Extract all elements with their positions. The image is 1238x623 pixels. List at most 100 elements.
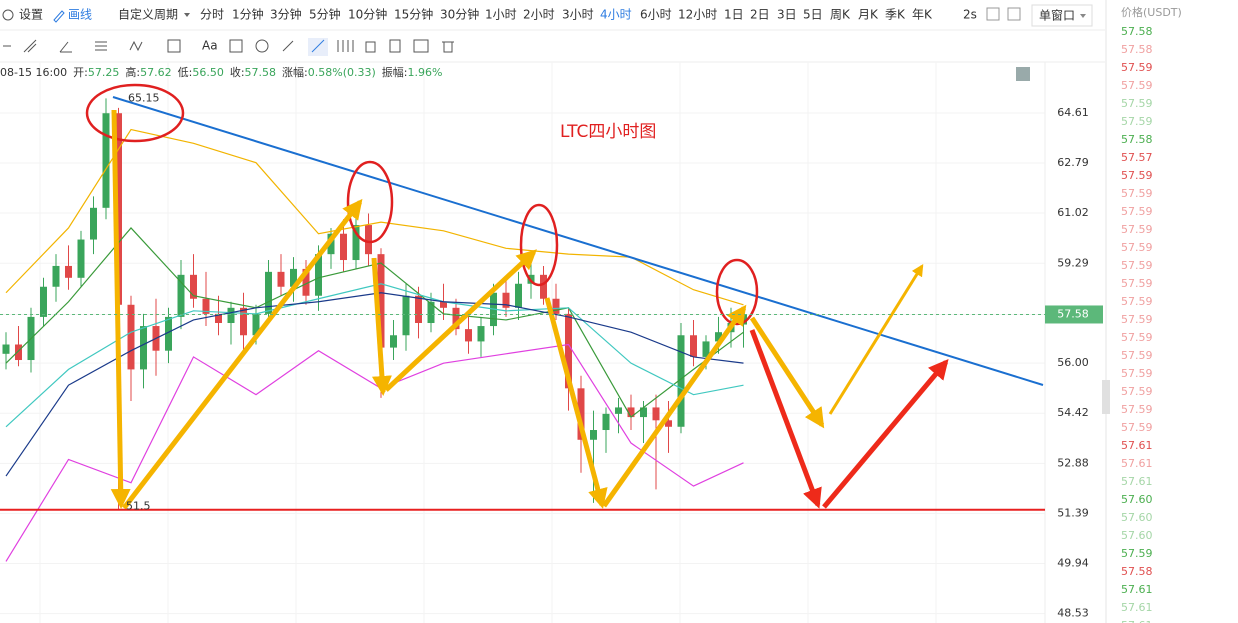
period-button[interactable]: 2日 xyxy=(750,8,770,22)
high-marker-label: 65.15 xyxy=(128,91,160,104)
period-button[interactable]: 12小时 xyxy=(678,8,717,22)
tool[interactable] xyxy=(95,41,107,51)
info-label: 振幅: xyxy=(382,65,408,79)
trade-price: 57.59 xyxy=(1121,79,1153,92)
tool[interactable] xyxy=(23,39,37,53)
period-button[interactable]: 3分钟 xyxy=(270,7,302,22)
y-tick-label: 52.88 xyxy=(1057,456,1089,469)
period-button[interactable]: 年K xyxy=(912,8,933,22)
period-button[interactable]: 10分钟 xyxy=(348,7,387,22)
arrow xyxy=(601,304,747,508)
arrow xyxy=(828,263,924,415)
period-button[interactable]: 3小时 xyxy=(562,8,594,22)
settings-button[interactable]: 设置 xyxy=(19,8,43,22)
drawing-tools xyxy=(3,38,454,56)
candle-body xyxy=(77,239,85,278)
y-tick-label: 56.00 xyxy=(1057,356,1089,369)
period-button[interactable]: 4小时 xyxy=(600,8,632,22)
trade-price: 57.60 xyxy=(1121,529,1153,542)
info-value: 56.50 xyxy=(192,66,224,79)
candle-body xyxy=(465,329,472,342)
candle-body xyxy=(302,268,310,296)
period-button[interactable]: 2小时 xyxy=(523,8,555,22)
tool[interactable] xyxy=(282,40,294,52)
candle-body xyxy=(127,304,135,370)
period-button[interactable]: 1小时 xyxy=(485,8,517,22)
refresh-label[interactable]: 2s xyxy=(963,8,977,22)
tool[interactable] xyxy=(59,41,72,53)
trade-price: 57.61 xyxy=(1121,601,1153,614)
candle-body xyxy=(590,430,597,440)
candle-body xyxy=(365,225,372,255)
period-button[interactable]: 15分钟 xyxy=(394,7,433,22)
circle-mark xyxy=(85,83,185,143)
tool[interactable] xyxy=(365,41,376,53)
trade-price: 57.60 xyxy=(1121,511,1153,524)
annotations xyxy=(85,83,1044,510)
trade-price: 57.59 xyxy=(1121,295,1153,308)
tool[interactable] xyxy=(413,39,429,53)
candle-body xyxy=(565,313,572,389)
period-button[interactable]: 30分钟 xyxy=(440,7,479,22)
window-label[interactable]: 单窗口 xyxy=(1039,9,1075,23)
panel-handle[interactable] xyxy=(1102,380,1110,414)
tool[interactable] xyxy=(255,39,269,53)
candle-body xyxy=(115,113,122,305)
text-tool[interactable]: Aa xyxy=(202,39,218,53)
trade-price: 57.57 xyxy=(1121,151,1153,164)
candle-body xyxy=(677,335,685,427)
indicator-line xyxy=(5,283,744,428)
candle-body xyxy=(140,326,147,370)
candle-body xyxy=(440,301,447,308)
candle-body xyxy=(477,326,485,342)
period-button[interactable]: 1分钟 xyxy=(232,7,264,22)
period-button[interactable]: 6小时 xyxy=(640,8,672,22)
trend-line xyxy=(112,96,1044,386)
settings-icon[interactable] xyxy=(2,9,14,21)
candle-body xyxy=(52,265,60,287)
candle-body xyxy=(340,233,347,261)
window-select[interactable] xyxy=(1031,4,1093,27)
tool[interactable] xyxy=(337,40,354,52)
period-button[interactable]: 分时 xyxy=(200,8,224,22)
trade-price: 57.59 xyxy=(1121,313,1153,326)
y-tick-label: 61.02 xyxy=(1057,206,1089,219)
period-button[interactable]: 周K xyxy=(830,8,851,22)
period-button[interactable]: 月K xyxy=(858,8,879,22)
tool[interactable] xyxy=(129,40,143,52)
custom-period[interactable]: 自定义周期 xyxy=(118,7,178,22)
tool[interactable] xyxy=(311,39,325,53)
draw-icon[interactable] xyxy=(53,10,65,23)
period-button[interactable]: 1日 xyxy=(724,8,744,22)
chart-menu-icon[interactable] xyxy=(1016,67,1030,81)
candle-body xyxy=(702,341,710,357)
candle-body xyxy=(515,283,522,308)
y-tick-label: 51.39 xyxy=(1057,506,1089,519)
tool[interactable] xyxy=(389,39,401,53)
last-price-tag xyxy=(1045,305,1103,324)
arrow xyxy=(544,297,608,509)
arrow xyxy=(822,358,949,509)
window-icon[interactable] xyxy=(1007,7,1021,21)
arrow xyxy=(110,109,131,509)
draw-button[interactable]: 画线 xyxy=(68,8,92,22)
tool[interactable] xyxy=(167,39,181,53)
period-button[interactable]: 5日 xyxy=(803,8,823,22)
candle-body xyxy=(627,407,635,418)
candle-body xyxy=(352,225,360,261)
period-button[interactable]: 3日 xyxy=(777,8,797,22)
candle-body xyxy=(40,286,47,317)
tool-active[interactable] xyxy=(308,38,328,56)
fullscreen-icon[interactable] xyxy=(986,7,1000,21)
tool[interactable] xyxy=(229,39,243,53)
info-label: 高: xyxy=(125,65,140,79)
candle-body xyxy=(240,307,247,336)
top-toolbar xyxy=(0,0,1105,30)
trade-price: 57.61 xyxy=(1121,619,1153,623)
period-button[interactable]: 5分钟 xyxy=(309,7,341,22)
trade-price: 57.59 xyxy=(1121,187,1153,200)
candle-body xyxy=(615,407,622,414)
period-button[interactable]: 季K xyxy=(885,8,906,22)
tool[interactable] xyxy=(442,41,454,53)
candle-body xyxy=(602,413,610,431)
